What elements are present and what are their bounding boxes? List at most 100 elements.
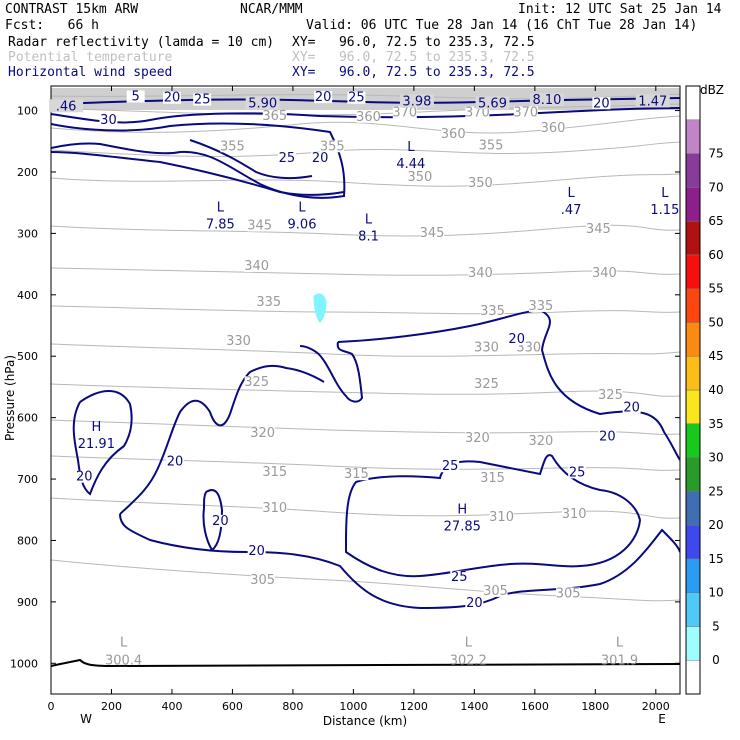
theta-label: 310 (262, 501, 287, 516)
theta-label-bg (528, 299, 553, 312)
theta-label: 310 (562, 507, 587, 522)
field-theta-name: Potential temperature (8, 50, 173, 65)
colorbar-level-label: 45 (708, 349, 723, 363)
wind-contour-25 (345, 454, 642, 578)
wind-label: 25 (194, 93, 211, 108)
wind-label: 5 (132, 90, 140, 105)
theta-label-bg (513, 106, 538, 119)
wind-label-bg (314, 91, 333, 104)
wind-label-bg (507, 333, 526, 346)
wind-label-bg (598, 430, 617, 443)
theta-label-bg (344, 468, 369, 481)
theta-label: 370 (513, 105, 538, 120)
wind-extremum-value: .46 (56, 99, 77, 114)
y-tick-label: 400 (17, 289, 38, 302)
colorbar-swatch (685, 491, 701, 526)
wind-extremum-kind: L (568, 186, 576, 201)
wind-label-bg (311, 151, 330, 164)
wind-label: 20 (466, 596, 483, 611)
wind-label: 25 (348, 91, 365, 106)
x-tick-label: 600 (222, 700, 243, 713)
wind-extremum-value: 1.47 (638, 94, 667, 109)
theta-label-bg (262, 501, 287, 514)
wind-label: 20 (167, 454, 184, 469)
theta-label-bg (528, 435, 553, 448)
wind-label-bg (99, 113, 118, 126)
theta-label: 335 (256, 295, 281, 310)
theta-label-bg (250, 427, 275, 440)
isentrope-330 (51, 343, 680, 357)
wind-contour-20-inner-west (202, 489, 224, 552)
theta-label-bg (586, 223, 611, 236)
colorbar-swatch (685, 119, 701, 154)
y-tick-label: 500 (17, 350, 38, 363)
colorbar-swatch (685, 355, 701, 391)
theta-label: 345 (247, 218, 272, 233)
wind-extremum-value: 3.98 (402, 94, 431, 109)
isentrope-335 (51, 305, 680, 315)
colorbar-level-label: 0 (712, 653, 720, 667)
theta-label-bg (244, 376, 269, 389)
theta-label-bg (320, 140, 345, 153)
wind-label-bg (211, 514, 230, 527)
theta-label: 350 (468, 176, 493, 191)
wind-label: 20 (315, 90, 332, 105)
wind-contour-20-south (119, 513, 680, 610)
theta-label: 365 (262, 109, 287, 124)
wind-label-bg (592, 97, 611, 110)
wind-label-bg (622, 401, 641, 414)
wind-extremum-bg (635, 94, 670, 108)
theta-label: 305 (483, 584, 508, 599)
theta-label-bg (244, 260, 269, 273)
theta-label-bg (226, 334, 251, 347)
y-tick-label: 900 (17, 596, 38, 609)
theta-label: 315 (262, 465, 287, 480)
colorbar-swatch (685, 626, 701, 661)
wind-label-bg (165, 455, 184, 468)
x-tick-label: 1000 (339, 700, 367, 713)
theta-label: 325 (474, 377, 499, 392)
field-reflectivity-name: Radar reflectivity (lamda = 10 cm) (8, 35, 275, 50)
wind-label: 20 (212, 514, 229, 529)
wind-extremum-bg (49, 99, 84, 113)
isentrope-370 (51, 93, 680, 100)
colorbar-swatch (685, 423, 701, 458)
theta-label-bg (407, 170, 432, 183)
theta-label-bg (483, 584, 508, 597)
theta-label: 320 (465, 431, 490, 446)
wind-extremum-kind: L (298, 200, 306, 215)
y-axis-label: Pressure (hPa) (3, 355, 17, 441)
jet-contour-upper-20b (51, 151, 345, 196)
colorbar-swatch (685, 187, 701, 222)
x-axis-label: Distance (km) (323, 714, 407, 728)
theta-label-bg (465, 106, 490, 119)
isentrope-340 (51, 267, 680, 276)
colorbar-level-label: 60 (708, 248, 723, 262)
theta-isentropes (51, 93, 680, 602)
theta-label: 335 (480, 304, 505, 319)
wind-extremum-value: .47 (561, 203, 582, 218)
colorbar-level-label: 65 (708, 214, 723, 228)
theta-label: 350 (408, 170, 433, 185)
isentrope-310 (51, 497, 680, 519)
theta-label: 315 (344, 467, 369, 482)
theta-label-bg (478, 139, 503, 152)
colorbar-swatch (685, 288, 701, 323)
y-tick-label: 200 (17, 166, 38, 179)
theta-label-bg (392, 106, 417, 119)
theta-label: 320 (528, 434, 553, 449)
wind-label: 30 (100, 113, 117, 128)
colorbar-swatch (685, 254, 701, 289)
wind-contour-20-mid-inner (299, 341, 364, 403)
wind-extremum-value: 21.91 (78, 437, 115, 452)
isentrope-305 (51, 559, 680, 602)
isentrope-355 (51, 141, 680, 157)
theta-label-bg (250, 573, 275, 586)
colorbar-swatch (685, 85, 701, 121)
theta-label-bg (356, 110, 381, 123)
wind-extremum-kind: H (91, 420, 101, 435)
x-tick-label: 1400 (460, 700, 488, 713)
isentrope-350 (51, 173, 680, 187)
plot-area (51, 86, 680, 694)
